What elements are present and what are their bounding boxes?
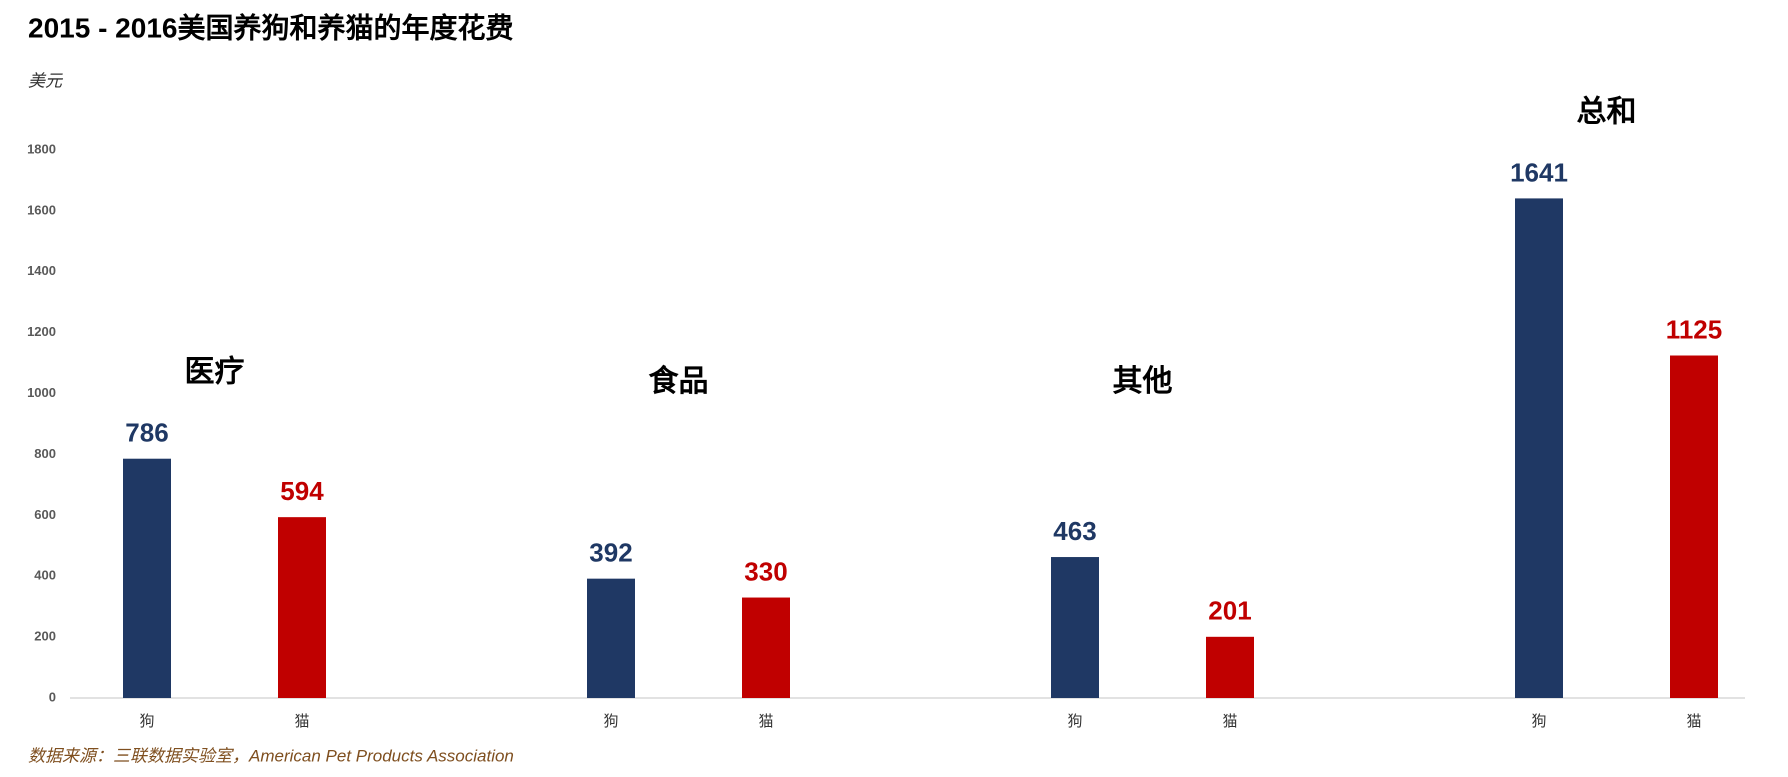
value-label: 330: [744, 556, 787, 586]
x-tick-label: 猫: [1686, 713, 1701, 730]
y-tick-label: 1200: [27, 324, 56, 339]
y-tick-label: 1000: [27, 385, 56, 400]
y-tick-label: 800: [34, 446, 56, 461]
bar: [742, 597, 790, 698]
value-label: 463: [1053, 516, 1096, 546]
y-tick-label: 1800: [27, 141, 56, 156]
group-label: 食品: [649, 364, 709, 398]
x-tick-label: 狗: [1531, 713, 1546, 730]
y-tick-label: 400: [34, 568, 56, 583]
bar: [1051, 557, 1099, 698]
group-label: 其他: [1113, 365, 1173, 398]
bar: [123, 458, 171, 698]
value-label: 594: [280, 476, 324, 506]
source-note: 数据来源：三联数据实验室，American Pet Products Assoc…: [28, 746, 514, 765]
x-tick-label: 狗: [139, 713, 154, 730]
bar: [278, 517, 326, 698]
chart-title: 2015 - 2016美国养狗和养猫的年度花费: [28, 11, 513, 43]
y-tick-label: 1600: [27, 202, 56, 217]
x-tick-label: 狗: [1067, 713, 1082, 730]
bar: [587, 578, 635, 698]
group-label: 医疗: [185, 356, 245, 389]
bar: [1670, 355, 1718, 698]
x-tick-label: 狗: [603, 713, 618, 730]
value-label: 1641: [1510, 157, 1568, 187]
y-tick-label: 0: [49, 689, 56, 704]
value-label: 201: [1208, 596, 1251, 626]
group-label: 总和: [1577, 95, 1637, 128]
y-axis-label: 美元: [28, 71, 64, 90]
bar: [1206, 636, 1254, 698]
y-tick-label: 1400: [27, 263, 56, 278]
x-tick-label: 猫: [758, 713, 773, 730]
y-tick-label: 600: [34, 507, 56, 522]
x-tick-label: 猫: [1222, 713, 1237, 730]
value-label: 786: [125, 418, 168, 448]
x-tick-label: 猫: [294, 713, 309, 730]
bar: [1515, 198, 1563, 698]
value-label: 392: [589, 538, 632, 568]
y-tick-label: 200: [34, 629, 56, 644]
value-label: 1125: [1666, 314, 1722, 344]
